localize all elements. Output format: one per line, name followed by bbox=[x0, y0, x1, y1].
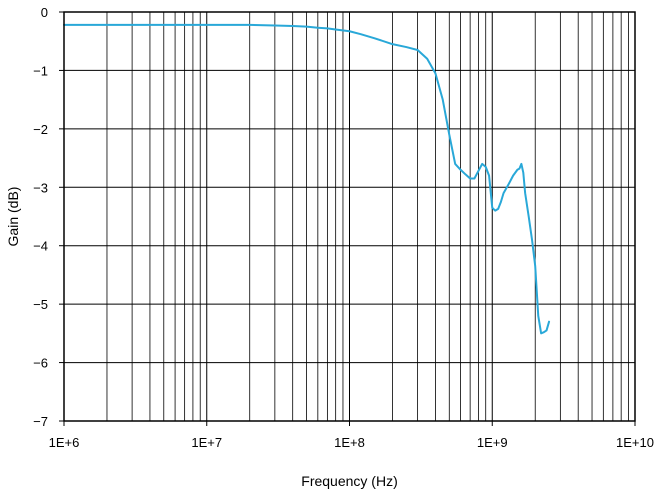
y-tick-label: −4 bbox=[33, 239, 48, 254]
y-axis-title: Gain (dB) bbox=[5, 187, 21, 247]
x-tick-label: 1E+6 bbox=[49, 435, 80, 450]
series-layer bbox=[63, 23, 551, 335]
x-axis-title: Frequency (Hz) bbox=[301, 473, 397, 489]
y-tick-label: −3 bbox=[33, 180, 48, 195]
y-tick-labels: 0 −1 −2 −3 −4 −5 −6 −7 bbox=[33, 5, 64, 429]
x-tick-label: 1E+10 bbox=[616, 435, 654, 450]
x-tick-label: 1E+8 bbox=[334, 435, 365, 450]
gain-series-line bbox=[63, 23, 551, 335]
grid bbox=[64, 11, 635, 422]
y-tick-label: −7 bbox=[33, 414, 48, 429]
x-tick-label: 1E+7 bbox=[191, 435, 222, 450]
y-tick-label: 0 bbox=[41, 5, 48, 20]
y-tick-label: −5 bbox=[33, 297, 48, 312]
y-tick-label: −2 bbox=[33, 122, 48, 137]
y-tick-label: −1 bbox=[33, 63, 48, 78]
x-tick-label: 1E+9 bbox=[477, 435, 508, 450]
x-tick-labels: 1E+6 1E+7 1E+8 1E+9 1E+10 bbox=[49, 421, 654, 450]
y-tick-label: −6 bbox=[33, 356, 48, 371]
